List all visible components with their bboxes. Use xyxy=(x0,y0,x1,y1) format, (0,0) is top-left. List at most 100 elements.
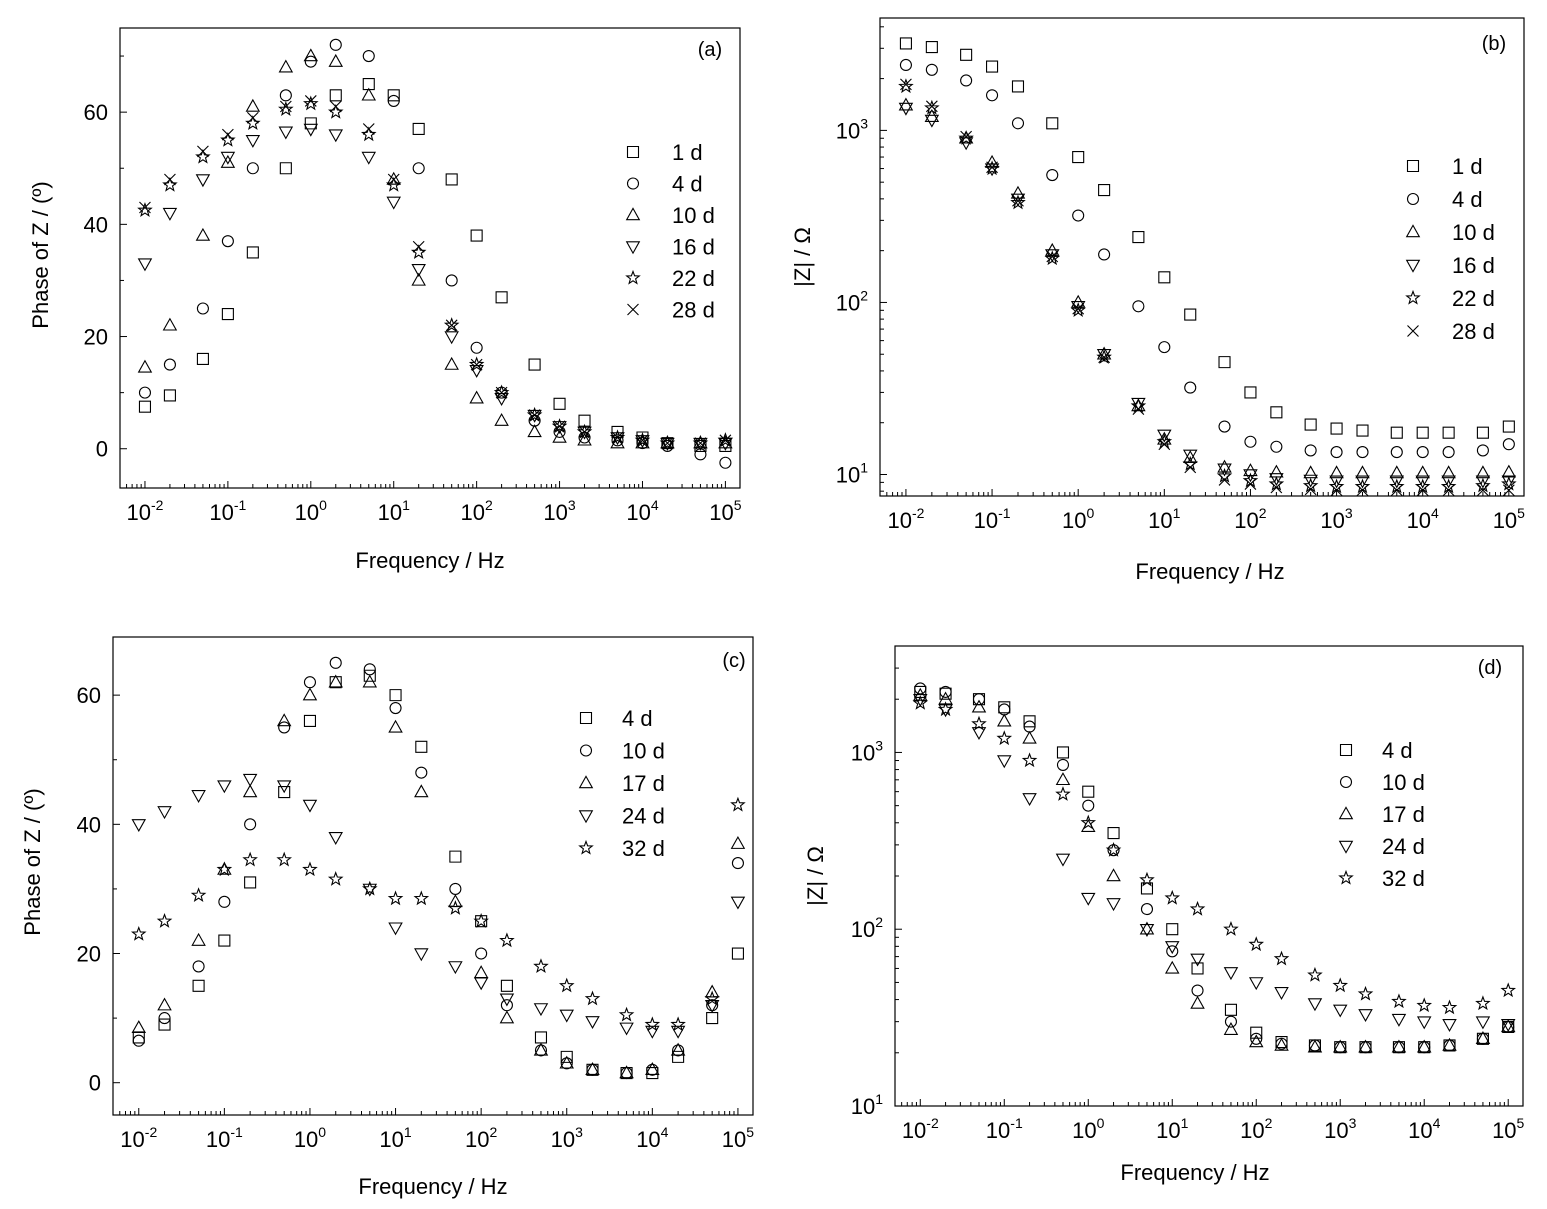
data-point xyxy=(971,715,987,731)
x-tick-label: 102 xyxy=(1240,1115,1272,1143)
data-point xyxy=(1096,349,1112,364)
data-point xyxy=(553,420,566,433)
panel-d: 10-2 10-1 100 101 102 103 104 105 101 102 103 Frequ… xyxy=(803,645,1525,1185)
y-tick-label: 40 xyxy=(84,212,108,237)
data-point xyxy=(302,799,318,813)
data-point xyxy=(730,896,746,910)
data-point xyxy=(475,947,488,960)
data-point xyxy=(137,202,153,217)
data-point xyxy=(190,887,207,903)
data-point xyxy=(1389,475,1405,489)
data-point xyxy=(220,154,236,168)
data-point xyxy=(278,101,294,116)
data-point xyxy=(1250,1032,1263,1045)
data-point xyxy=(693,435,708,449)
data-point xyxy=(1011,80,1025,93)
data-point xyxy=(328,129,344,143)
data-point xyxy=(1106,868,1121,882)
data-point xyxy=(1475,475,1491,489)
x-axis-ticks xyxy=(879,489,1510,496)
data-point xyxy=(1191,984,1204,997)
data-point xyxy=(997,713,1012,727)
data-point xyxy=(304,55,317,68)
data-point xyxy=(1010,185,1026,199)
data-point xyxy=(469,390,484,404)
data-point xyxy=(1476,426,1489,439)
data-point xyxy=(329,89,342,102)
data-point xyxy=(192,979,205,992)
data-point xyxy=(303,48,319,62)
data-point xyxy=(1475,477,1491,493)
data-point xyxy=(672,1050,685,1063)
data-point xyxy=(195,174,211,188)
data-point xyxy=(449,850,462,863)
data-point xyxy=(527,424,542,438)
data-point xyxy=(444,356,459,370)
data-point xyxy=(245,115,261,130)
data-point xyxy=(644,1016,661,1032)
data-point xyxy=(1414,478,1431,494)
x-tick-label: 103 xyxy=(1324,1115,1356,1143)
x-tick-label: 105 xyxy=(709,497,741,525)
data-point xyxy=(1046,117,1059,130)
legend-label: 32 d xyxy=(622,836,665,861)
data-point xyxy=(191,790,206,803)
data-point xyxy=(1056,746,1070,759)
data-point xyxy=(278,785,291,799)
legend-label: 17 d xyxy=(1382,802,1425,827)
x-tick-label: 104 xyxy=(636,1124,668,1152)
data-point xyxy=(972,693,986,706)
data-point xyxy=(528,409,541,421)
data-point xyxy=(1477,484,1489,497)
data-point xyxy=(412,122,425,136)
data-point xyxy=(1358,1039,1373,1053)
data-point xyxy=(242,851,258,867)
data-point xyxy=(1355,465,1370,479)
data-point xyxy=(468,356,485,372)
data-point xyxy=(245,134,261,148)
data-point xyxy=(986,161,998,174)
legend-label: 4 d xyxy=(1382,738,1413,763)
data-point xyxy=(1358,1009,1373,1023)
data-point xyxy=(218,895,231,908)
data-point xyxy=(925,63,938,76)
data-point xyxy=(925,100,938,113)
data-point xyxy=(1357,985,1374,1001)
panel-tag: (b) xyxy=(1482,33,1506,55)
data-point xyxy=(960,130,973,143)
data-point xyxy=(1021,752,1038,768)
data-point xyxy=(559,1055,575,1069)
data-point xyxy=(137,359,153,373)
x-tick-label: 10-2 xyxy=(126,497,163,525)
data-point xyxy=(898,97,914,111)
data-point xyxy=(470,358,483,371)
data-point xyxy=(473,965,489,979)
data-point xyxy=(558,977,575,993)
data-point xyxy=(1072,209,1085,222)
data-point xyxy=(389,689,402,702)
data-point xyxy=(1355,475,1370,489)
data-point xyxy=(731,857,744,870)
data-point xyxy=(912,694,929,710)
data-point xyxy=(1218,420,1231,433)
series-star xyxy=(898,78,1517,494)
plot-frame xyxy=(119,27,741,489)
data-point xyxy=(1502,484,1515,497)
data-point xyxy=(473,913,489,928)
data-point xyxy=(1072,150,1085,164)
legend-marker xyxy=(1405,224,1421,238)
data-point xyxy=(533,1042,549,1056)
data-point xyxy=(1164,960,1180,974)
data-point xyxy=(195,148,211,164)
data-point xyxy=(328,674,343,688)
data-point xyxy=(996,730,1013,746)
data-point xyxy=(1475,995,1491,1011)
series-triangle-up xyxy=(137,48,733,449)
legend-label: 4 d xyxy=(672,172,703,197)
data-point xyxy=(1217,459,1232,473)
data-point xyxy=(552,429,567,443)
data-point xyxy=(577,432,592,446)
data-point xyxy=(495,386,508,399)
data-point xyxy=(197,145,209,158)
data-point xyxy=(1166,945,1179,958)
